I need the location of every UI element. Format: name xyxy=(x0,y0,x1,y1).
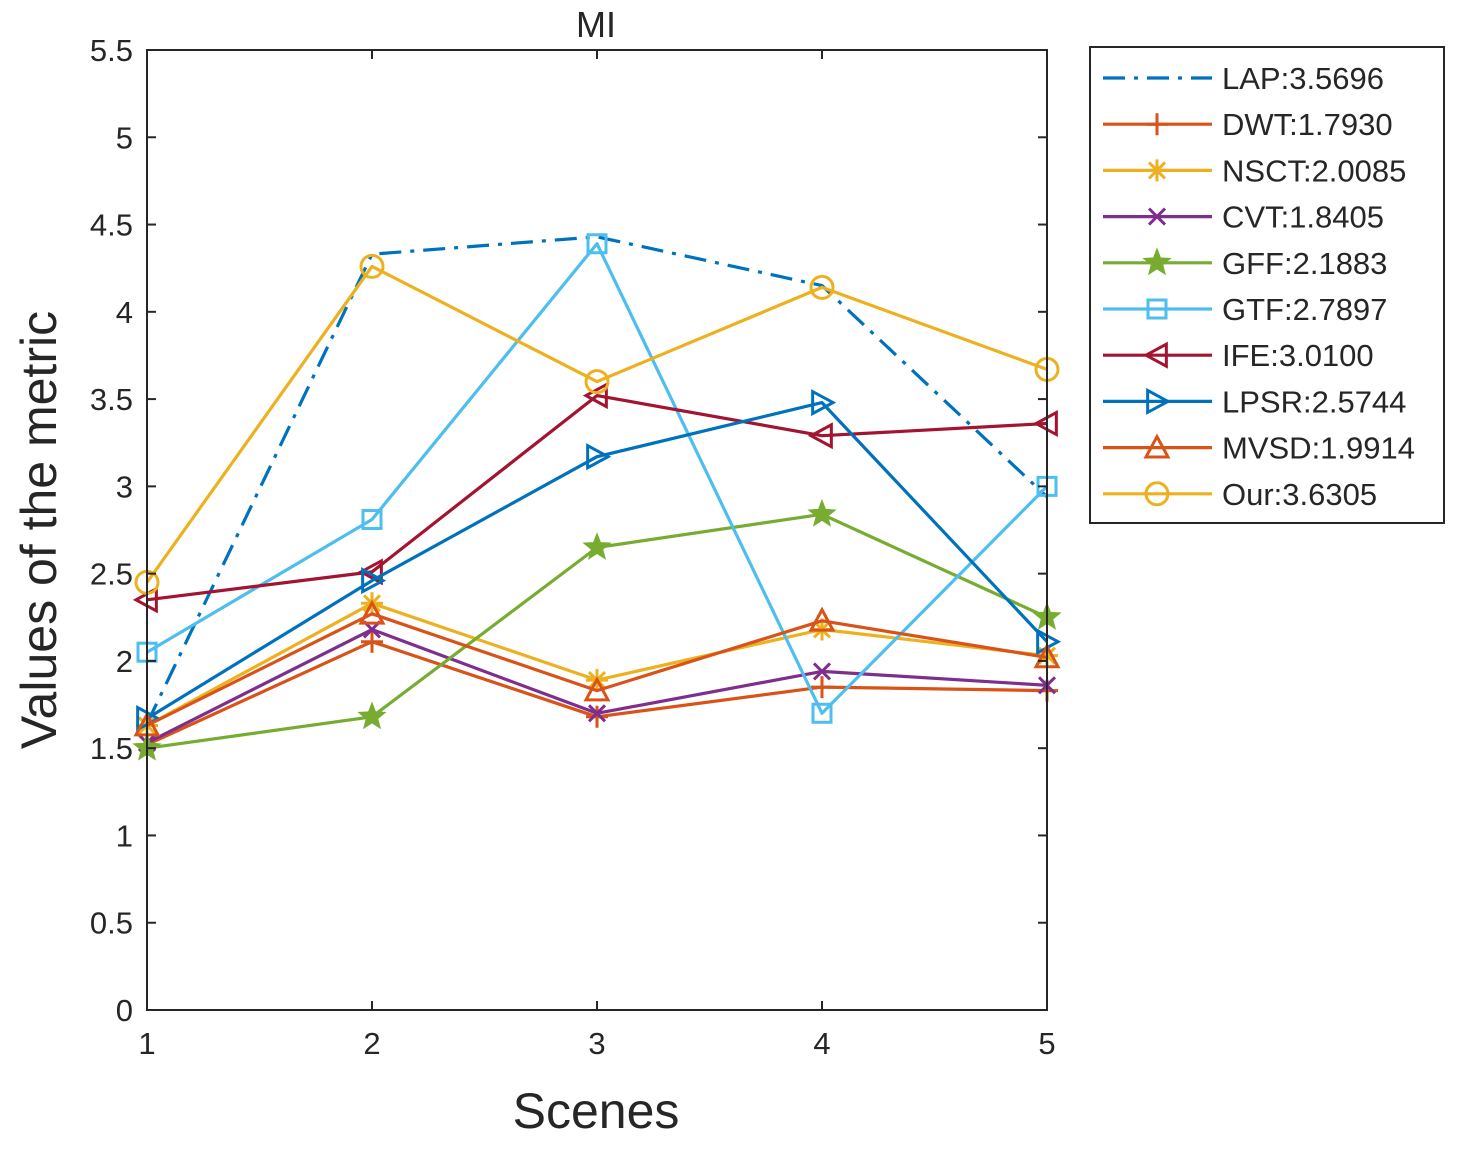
y-tick-label: 3.5 xyxy=(90,382,133,417)
data-point-mvsd-2 xyxy=(358,599,386,625)
series-line-ife xyxy=(146,394,1048,602)
legend-item-gtf: GTF:2.7897 xyxy=(1103,292,1387,327)
legend-label-gtf: GTF:2.7897 xyxy=(1222,292,1387,327)
legend-item-ife: IFE:3.0100 xyxy=(1103,338,1374,373)
x-tick-label: 5 xyxy=(1038,1026,1055,1061)
legend-marker-gff xyxy=(1142,247,1172,276)
legend-item-nsct: NSCT:2.0085 xyxy=(1103,153,1406,188)
series-cvt xyxy=(137,620,1057,753)
legend-item-lap: LAP:3.5696 xyxy=(1103,61,1384,96)
data-point-gtf-2 xyxy=(361,509,383,531)
series-mvsd xyxy=(133,599,1061,737)
data-point-gtf-4 xyxy=(811,702,833,724)
data-point-gtf-3 xyxy=(586,233,608,255)
data-point-our-2 xyxy=(359,253,385,279)
x-tick-label: 2 xyxy=(363,1026,380,1061)
legend-label-lpsr: LPSR:2.5744 xyxy=(1222,384,1406,419)
data-point-mvsd-3 xyxy=(583,676,611,702)
chart-title: MI xyxy=(576,4,616,45)
series-line-mvsd xyxy=(146,612,1048,727)
y-tick-label: 4 xyxy=(116,295,133,330)
data-point-ife-2 xyxy=(357,558,383,586)
legend-marker-cvt xyxy=(1147,207,1167,226)
legend-marker-mvsd xyxy=(1143,433,1171,459)
legend-item-dwt: DWT:1.7930 xyxy=(1103,107,1393,142)
legend-marker-nsct xyxy=(1146,159,1168,182)
data-point-lpsr-3 xyxy=(586,443,612,471)
y-axis-label: Values of the metric xyxy=(11,311,67,749)
legend-label-mvsd: MVSD:1.9914 xyxy=(1222,431,1415,466)
legend-marker-gtf xyxy=(1146,298,1168,320)
data-point-our-3 xyxy=(584,369,610,395)
series-line-our xyxy=(145,264,1048,584)
y-tick-label: 5.5 xyxy=(90,33,133,68)
x-tick-label: 3 xyxy=(588,1026,605,1061)
x-tick-label: 1 xyxy=(138,1026,155,1061)
data-point-gff-4 xyxy=(807,498,837,527)
data-point-ife-3 xyxy=(582,382,608,410)
y-tick-label: 2.5 xyxy=(90,557,133,592)
legend-label-our: Our:3.6305 xyxy=(1222,477,1377,512)
x-axis-label: Scenes xyxy=(513,1083,680,1139)
legend-item-cvt: CVT:1.8405 xyxy=(1103,200,1384,235)
data-point-gff-3 xyxy=(582,532,612,560)
data-point-ife-4 xyxy=(807,422,833,450)
legend-label-gff: GFF:2.1883 xyxy=(1222,246,1387,281)
data-point-dwt-3 xyxy=(586,705,608,728)
y-tick-label: 5 xyxy=(116,120,133,155)
data-point-our-4 xyxy=(809,274,835,300)
data-point-dwt-4 xyxy=(811,676,833,699)
x-tick-label: 4 xyxy=(813,1026,830,1061)
legend-label-cvt: CVT:1.8405 xyxy=(1222,200,1384,235)
legend-label-dwt: DWT:1.7930 xyxy=(1222,107,1393,142)
legend-item-mvsd: MVSD:1.9914 xyxy=(1103,431,1415,466)
legend: LAP:3.5696 DWT:1.7930 NSCT:2.0085 CVT:1.840… xyxy=(1089,46,1445,524)
legend-label-ife: IFE:3.0100 xyxy=(1222,338,1374,373)
y-tick-label: 0.5 xyxy=(90,906,133,941)
data-point-gff-2 xyxy=(357,701,387,730)
y-tick-label: 1.5 xyxy=(90,731,133,766)
y-tick-label: 4.5 xyxy=(90,208,133,243)
series-line-lpsr xyxy=(146,401,1049,720)
series-line-gtf xyxy=(146,242,1049,715)
axis-ticks: 0 0.5 1 1.5 2 2.5 3 3.5 4 4.5 5 5.5 1 2 3 4 5 xyxy=(90,33,1056,1061)
y-tick-label: 2 xyxy=(116,644,133,679)
legend-marker-lpsr xyxy=(1146,387,1172,415)
data-point-lpsr-2 xyxy=(361,567,387,595)
y-tick-label: 1 xyxy=(116,818,133,853)
legend-marker-our xyxy=(1144,481,1170,507)
legend-item-our: Our:3.6305 xyxy=(1103,477,1377,512)
y-tick-label: 3 xyxy=(116,469,133,504)
legend-item-lpsr: LPSR:2.5744 xyxy=(1103,384,1406,419)
legend-label-lap: LAP:3.5696 xyxy=(1222,61,1384,96)
legend-label-nsct: NSCT:2.0085 xyxy=(1222,153,1406,188)
legend-box xyxy=(1089,46,1445,524)
legend-marker-ife xyxy=(1142,341,1168,369)
data-point-mvsd-4 xyxy=(808,606,836,632)
data-point-dwt-2 xyxy=(361,630,383,653)
data-point-cvt-4 xyxy=(812,662,832,681)
legend-marker-dwt xyxy=(1146,113,1168,136)
data-point-cvt-3 xyxy=(587,704,607,723)
legend-item-gff: GFF:2.1883 xyxy=(1103,246,1387,281)
data-point-lpsr-4 xyxy=(811,389,837,417)
y-tick-label: 0 xyxy=(116,993,133,1028)
